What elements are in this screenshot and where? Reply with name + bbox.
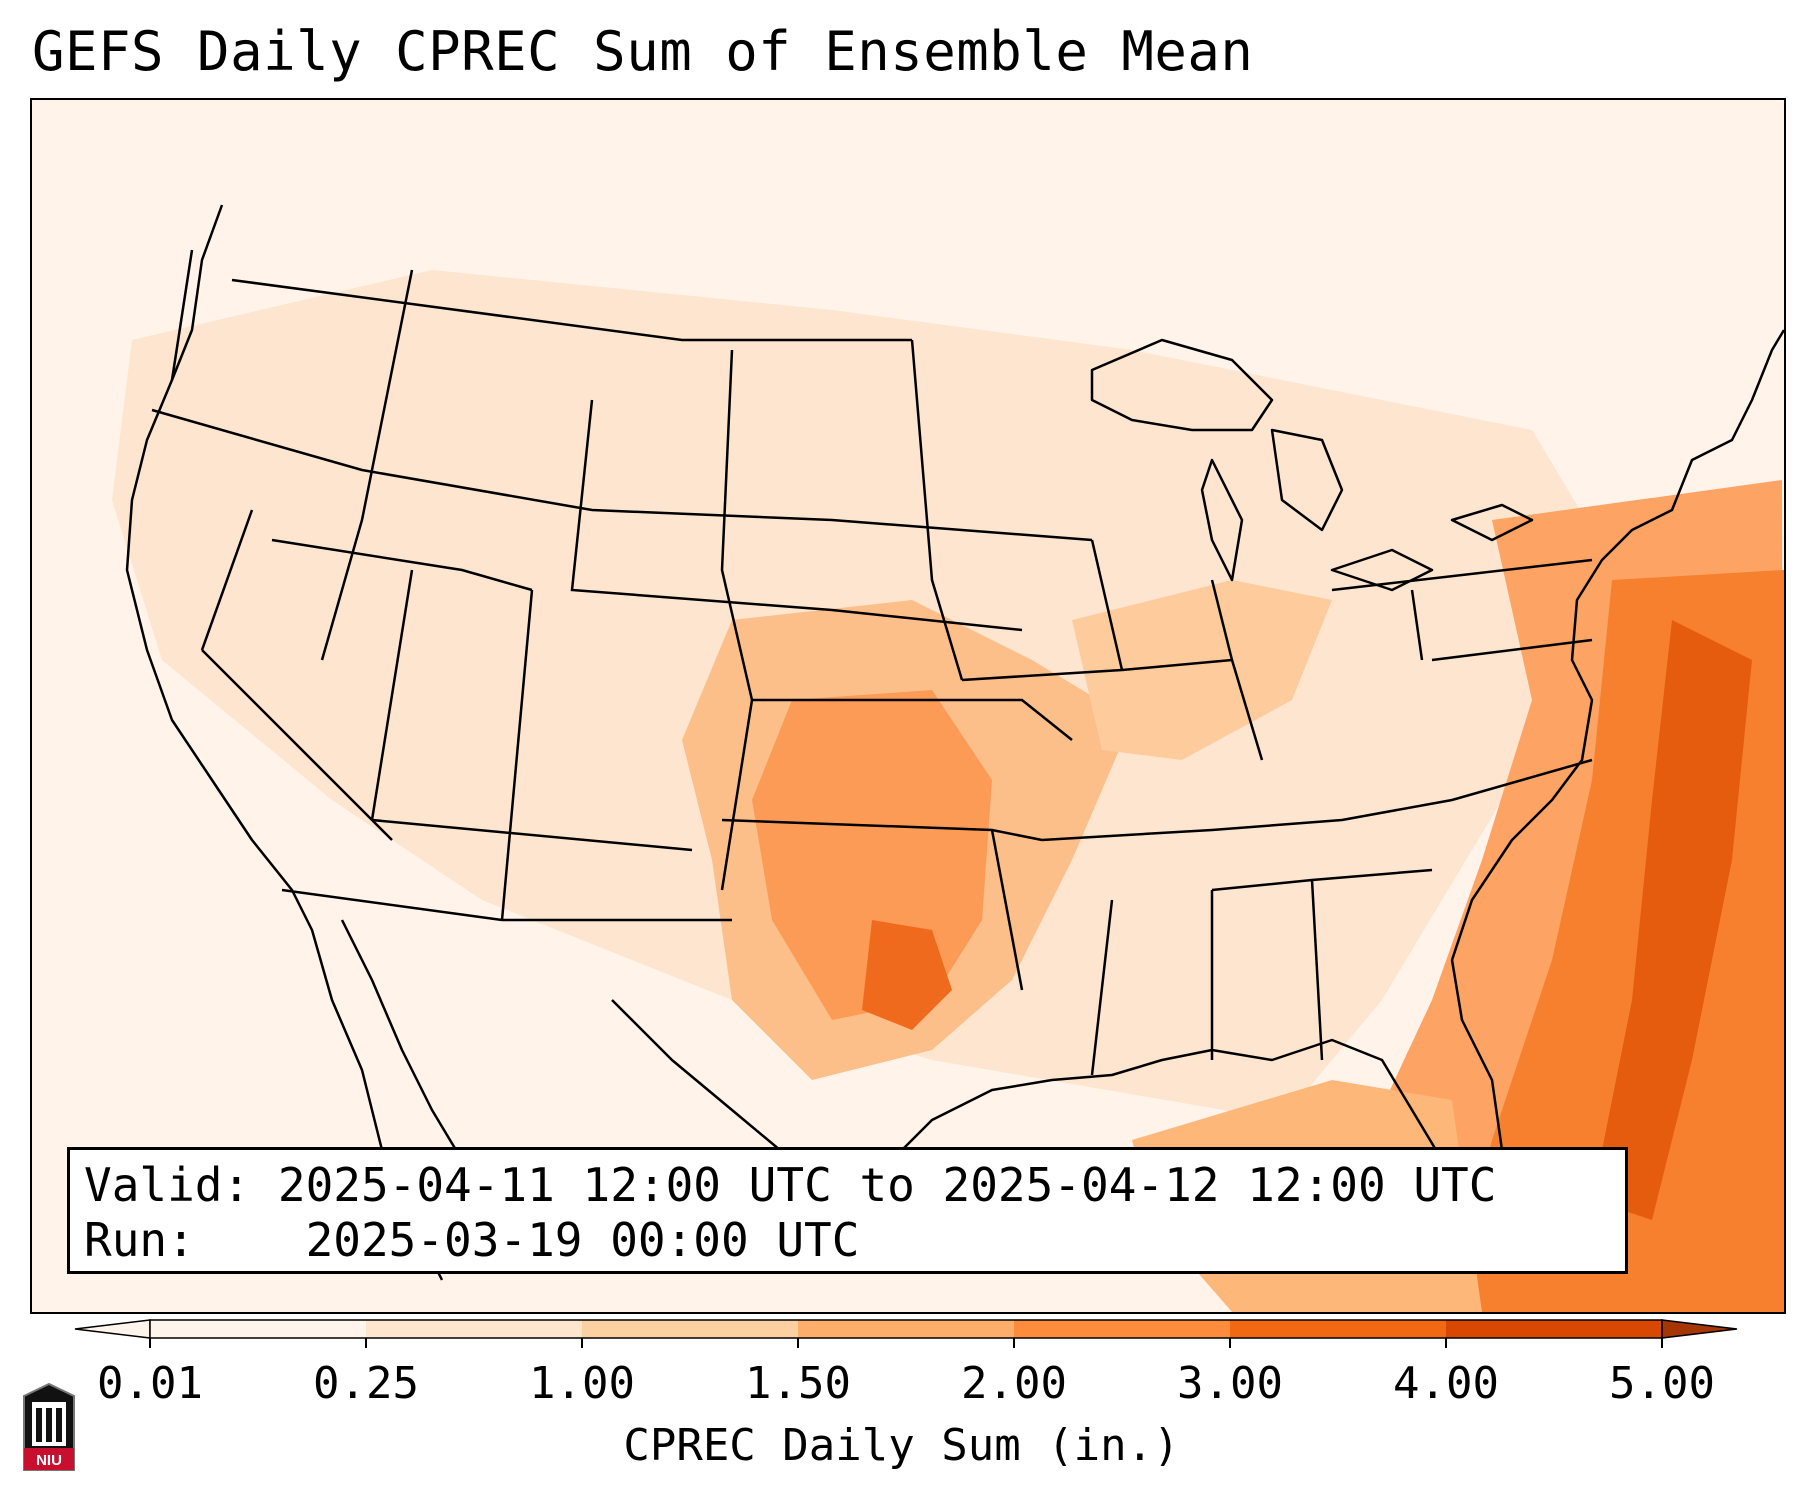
colorbar-outline <box>149 1319 1663 1339</box>
colorbar-tick-label: 1.50 <box>745 1358 851 1409</box>
colorbar: 0.01 0.25 1.00 1.50 2.00 3.00 4.00 5.00 <box>74 1319 1738 1409</box>
precip-field-ohio <box>1072 580 1332 760</box>
colorbar-tick-label: 2.00 <box>961 1358 1067 1409</box>
map-panel <box>30 98 1786 1314</box>
map-title: GEFS Daily CPREC Sum of Ensemble Mean <box>32 20 1254 83</box>
run-info-box: Valid: 2025-04-11 12:00 UTC to 2025-04-1… <box>67 1147 1628 1274</box>
valid-time-range: 2025-04-11 12:00 UTC to 2025-04-12 12:00… <box>277 1158 1497 1212</box>
colorbar-tick-label: 0.01 <box>97 1358 203 1409</box>
colorbar-segment <box>366 1320 582 1338</box>
colorbar-title: CPREC Daily Sum (in.) <box>623 1420 1180 1471</box>
colorbar-segment <box>798 1320 1014 1338</box>
colorbar-tick-label: 0.25 <box>313 1358 419 1409</box>
colorbar-segment <box>150 1320 366 1338</box>
niu-logo: NIU <box>23 1382 75 1471</box>
colorbar-segment <box>1446 1320 1662 1338</box>
colorbar-segments <box>74 1319 1738 1339</box>
colorbar-segment <box>582 1320 798 1338</box>
niu-logo-text: NIU <box>36 1452 62 1469</box>
run-time: 2025-03-19 00:00 UTC <box>305 1213 860 1267</box>
colorbar-tick-label: 5.00 <box>1609 1358 1715 1409</box>
colorbar-tick-label: 4.00 <box>1393 1358 1499 1409</box>
run-label: Run: <box>84 1213 195 1267</box>
colorbar-tick-label: 3.00 <box>1177 1358 1283 1409</box>
colorbar-extend-max <box>1661 1319 1738 1339</box>
state-borders <box>151 249 1593 1076</box>
precip-field-atlantic-max <box>1592 620 1752 1220</box>
valid-label: Valid: <box>84 1158 251 1212</box>
precip-max-texas <box>862 920 952 1030</box>
colorbar-ticks: 0.01 0.25 1.00 1.50 2.00 3.00 4.00 5.00 <box>97 1338 1715 1409</box>
colorbar-segment <box>1230 1320 1446 1338</box>
precip-map <box>32 100 1784 1312</box>
colorbar-tick-label: 1.00 <box>529 1358 635 1409</box>
colorbar-segment <box>1014 1320 1230 1338</box>
colorbar-extend-min <box>74 1319 151 1339</box>
